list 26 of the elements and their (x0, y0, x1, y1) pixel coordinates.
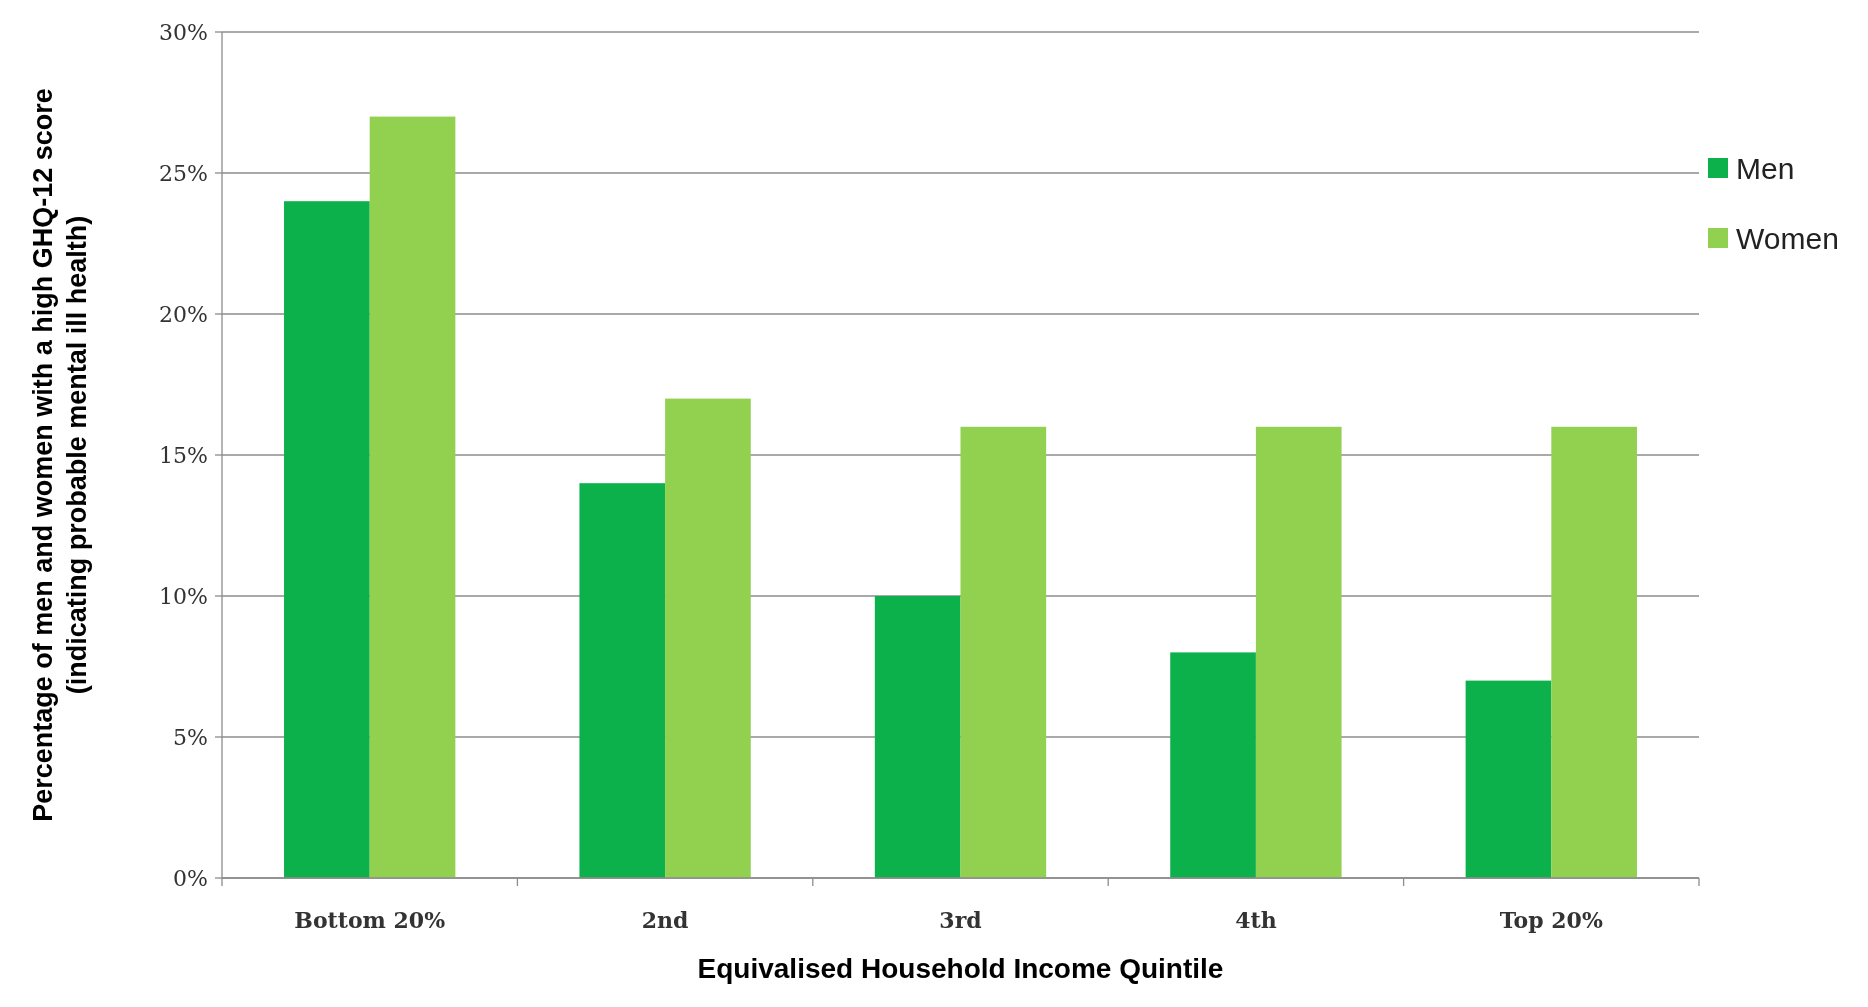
y-tick-label: 10% (159, 583, 208, 609)
legend-label: Men (1736, 151, 1795, 185)
x-tick-label: Bottom 20% (294, 907, 446, 933)
x-tick-label: Top 20% (1499, 907, 1603, 933)
y-tick-label: 20% (159, 301, 208, 327)
y-tick-label: 15% (159, 442, 208, 468)
bar (665, 398, 751, 878)
bar (960, 426, 1047, 878)
y-tick-label: 5% (173, 724, 208, 750)
y-tick-label: 25% (159, 160, 208, 186)
y-tick-label: 30% (159, 19, 208, 45)
bar (874, 596, 961, 878)
bar (1170, 652, 1256, 878)
legend-label: Women (1736, 221, 1839, 255)
bar (1551, 426, 1637, 878)
bar (579, 483, 666, 878)
bar (369, 116, 456, 878)
y-tick-label: 0% (173, 865, 208, 891)
x-axis-title: Equivalised Household Income Quintile (697, 953, 1224, 984)
x-tick-label: 2nd (641, 907, 689, 933)
x-tick-label: 4th (1235, 907, 1277, 933)
bar (1465, 680, 1552, 878)
x-tick-label: 3rd (939, 907, 982, 933)
bar (1255, 426, 1342, 878)
y-axis-title: Percentage of men and women with a high GHQ-12 score (indicating probable mental ill health) (28, 88, 92, 822)
bar (284, 201, 370, 878)
